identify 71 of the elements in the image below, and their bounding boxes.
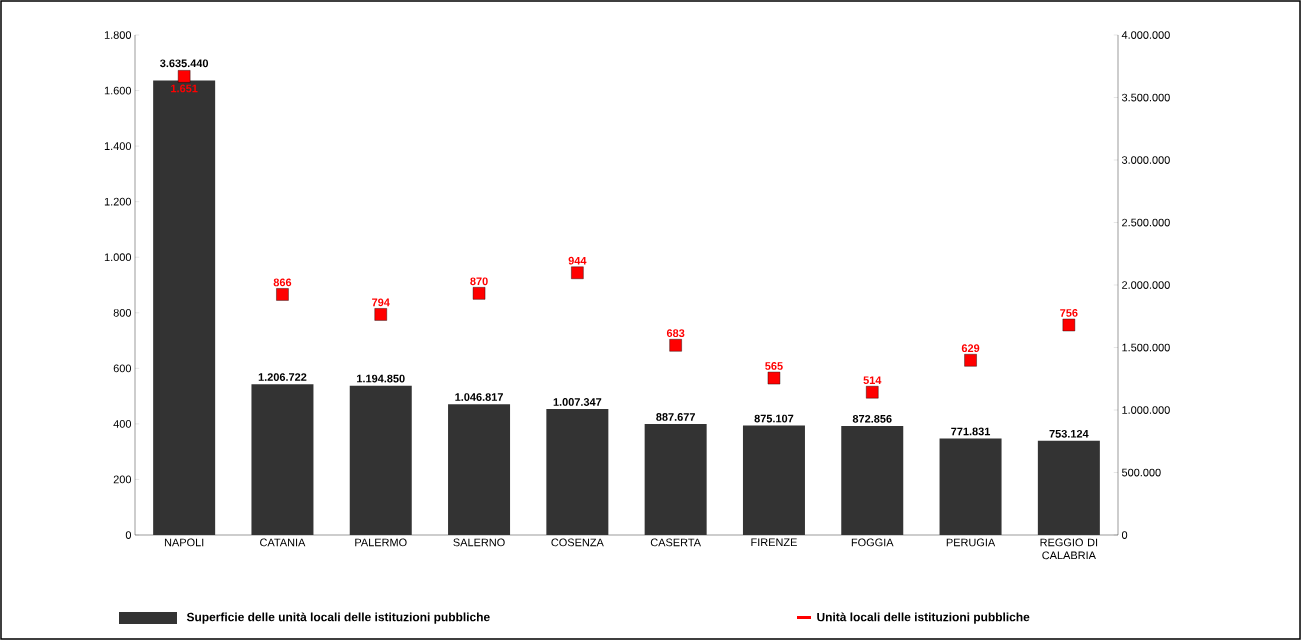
x-tick-label: NAPOLI: [164, 538, 204, 547]
legend-label: Superficie delle unità locali delle istituzioni pubbliche: [186, 612, 490, 624]
bar: [1037, 440, 1100, 535]
point: [571, 266, 584, 279]
y2-tick-label: 1.000.000: [1122, 406, 1170, 414]
data-label: 3.635.440: [160, 59, 209, 68]
x-tick-label: FIRENZE: [751, 538, 797, 547]
bar: [251, 384, 314, 535]
x-tick-label: FOGGIA: [851, 538, 894, 547]
y-tick-label: 1.400: [104, 142, 132, 150]
data-label: 1.046.817: [455, 393, 503, 401]
data-label: 944: [568, 256, 587, 265]
y-tick-label: 1.000: [104, 253, 132, 262]
bar: [644, 424, 707, 535]
data-label: 565: [765, 362, 783, 370]
x-tick-label: PERUGIA: [946, 538, 996, 547]
data-label: 875.107: [754, 414, 794, 423]
x-tick-label: CATANIA: [260, 538, 306, 547]
data-label: 514: [863, 376, 882, 385]
bar: [742, 425, 805, 535]
y2-tick-label: 2.000.000: [1122, 281, 1170, 289]
y-tick-label: 1.200: [104, 197, 132, 206]
y-tick-label: 800: [113, 308, 132, 317]
data-label: 794: [372, 298, 390, 307]
data-label: 870: [470, 277, 488, 286]
point: [177, 70, 191, 83]
point: [866, 386, 879, 399]
bar: [448, 404, 511, 535]
bar: [841, 425, 904, 535]
legend-label: Unità locali delle istituzioni pubbliche: [817, 612, 1030, 624]
y-tick-label: 1.800: [104, 31, 132, 39]
x-tick-label: COSENZA: [551, 538, 604, 547]
point: [1062, 318, 1076, 332]
data-label: 771.831: [951, 427, 991, 436]
data-label: 1.007.347: [553, 398, 602, 406]
x-tick-label: REGGIO DI CALABRIA: [1040, 538, 1098, 560]
y-tick-label: 0: [125, 531, 132, 539]
y2-tick-label: 500.000: [1121, 468, 1161, 477]
data-label: 756: [1060, 309, 1078, 317]
y-tick-label: 600: [113, 364, 132, 373]
point: [767, 371, 781, 385]
data-label: 1.651: [171, 84, 198, 93]
data-label: 629: [961, 344, 980, 353]
y2-tick-label: 3.000.000: [1121, 156, 1170, 164]
y-tick-label: 1.600: [104, 86, 132, 95]
data-label: 887.677: [656, 413, 695, 421]
data-label: 753.124: [1049, 429, 1089, 438]
data-label: 683: [666, 329, 685, 338]
point: [669, 339, 682, 352]
point: [374, 308, 387, 321]
bar: [939, 438, 1002, 535]
x-tick-label: PALERMO: [355, 538, 407, 547]
x-tick-label: CASERTA: [650, 538, 701, 547]
y2-tick-label: 2.500.000: [1122, 218, 1170, 227]
bar: [349, 385, 412, 535]
y-tick-label: 200: [113, 475, 132, 484]
bar: [153, 80, 216, 535]
data-label: 872.856: [852, 414, 892, 423]
point: [472, 287, 486, 300]
y2-tick-label: 0: [1121, 531, 1128, 539]
x-tick-label: SALERNO: [453, 538, 505, 547]
point: [964, 354, 977, 367]
data-label: 866: [273, 278, 292, 287]
data-label: 1.206.722: [258, 373, 307, 381]
point: [276, 288, 289, 301]
y2-tick-label: 4.000.000: [1121, 31, 1170, 39]
data-label: 1.194.850: [357, 374, 405, 383]
y2-tick-label: 3.500.000: [1121, 93, 1170, 102]
y-tick-label: 400: [113, 420, 132, 428]
bar: [546, 409, 609, 535]
y2-tick-label: 1.500.000: [1122, 343, 1170, 352]
